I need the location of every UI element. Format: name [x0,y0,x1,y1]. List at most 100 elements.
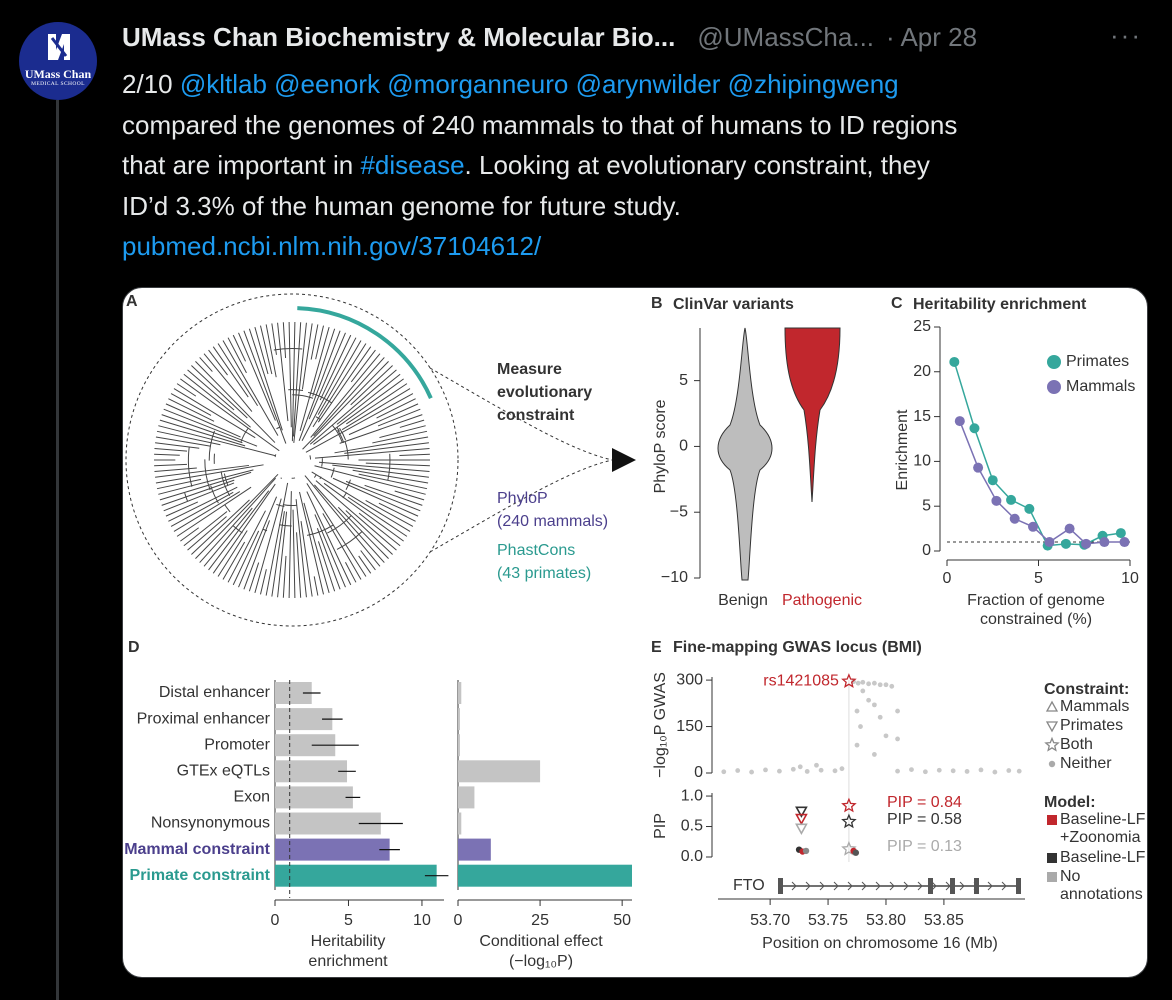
tweet-image[interactable]: A Measure evolutionary constraint PhyloP (240… [122,287,1148,978]
legend-marker [1047,853,1057,863]
author-name[interactable]: UMass Chan Biochemistry & Molecular Bio.… [122,22,676,52]
bar [458,786,475,809]
tree-branch [311,471,411,532]
author-handle[interactable]: @UMassCha... [697,22,875,52]
tree-branch [238,332,276,421]
tree-branch [176,383,197,397]
gwas-point [936,767,942,773]
link[interactable]: @morganneuro [387,69,576,99]
gwas-point [804,769,810,774]
bar [458,838,491,861]
text: . Looking at evolutionary constraint, th… [464,150,930,180]
tree-arc [339,427,347,441]
tree-branch [364,484,423,506]
exon [928,878,933,894]
strand-arrow [987,881,993,891]
avatar-logo [48,34,70,60]
legend-marker [1045,721,1059,733]
tree-branch [310,353,381,438]
row-label: GTEx eQTLs [177,763,270,780]
tree-arc [292,394,314,399]
tree-branch [339,414,423,444]
tree-branch [260,569,267,595]
row-label: Primate constraint [130,867,271,884]
strand-arrow [805,881,811,891]
x-axis-label: Fraction of genome [967,592,1105,609]
tree-branch [158,469,254,495]
avatar[interactable]: UMass Chan MEDICAL SCHOOL [19,22,97,100]
row-label: Nonsynonymous [151,815,270,832]
gwas-point [992,769,998,775]
tree-branch [378,502,416,522]
pip-point [841,813,857,829]
text-line: ID’d 3.3% of the human genome for future… [122,186,957,227]
data-point [1060,538,1071,549]
tree-branch [365,500,414,527]
bar [275,812,381,835]
tree-arc [282,504,297,507]
tree-branch [163,482,235,512]
series-line [959,420,1125,545]
link[interactable]: @zhipingweng [727,69,899,99]
tree-branch [303,502,330,594]
x-axis-label: Position on chromosome 16 (Mb) [762,935,998,952]
link[interactable]: @arynwilder [575,69,728,99]
tree-branch [301,323,313,390]
more-button[interactable]: ··· [1110,20,1142,50]
tree-arc [232,525,243,534]
tree-branch [277,322,289,422]
legend-marker [1047,872,1057,882]
tree-branch [296,532,302,598]
x-tick-label: 53.85 [924,912,964,929]
tree-branch [317,541,336,592]
tree-arc [337,429,345,443]
link[interactable]: @eenork [274,69,388,99]
tree-branch [377,408,421,427]
gwas-point [889,683,895,689]
row-label: Distal enhancer [159,684,271,701]
tree-branch [217,343,258,407]
gwas-point [818,767,824,773]
tree-branch [187,516,227,551]
row-label: Exon [234,789,270,806]
x-tick-label: 53.70 [750,912,790,929]
gene-label: FTO [733,877,765,894]
tree-branch [254,498,282,594]
tree-branch [332,464,429,478]
pip-annotation: PIP = 0.58 [887,811,962,828]
tree-branch [161,479,235,506]
strand-arrow [847,881,853,891]
tree-branch [345,480,421,512]
link[interactable]: @kltlab [179,69,275,99]
x-tick-label: 0 [271,912,280,929]
data-point [969,423,980,434]
x-axis-label: constrained (%) [980,611,1092,628]
tree-branch [176,486,252,537]
tweet-date[interactable]: · Apr 28 [886,22,978,52]
link[interactable]: #disease [360,150,465,180]
link[interactable]: pubmed.ncbi.nlm.nih.gov/37104612/ [122,231,542,261]
gwas-point [858,724,863,729]
x-axis-label: enrichment [308,953,388,970]
bar [275,682,312,704]
x-tick-label: 0 [454,912,463,929]
tree-branch [154,453,180,456]
tree-arc [184,492,189,502]
text: that are important in [122,150,361,180]
gwas-point [854,708,860,714]
legend-title: Model: [1044,794,1096,811]
caption: evolutionary [497,384,592,401]
gwas-point [735,768,741,773]
tree-branch [314,484,385,563]
tree-branch [199,357,213,372]
pip-annotation: PIP = 0.84 [887,794,962,811]
legend-marker [1047,355,1061,369]
tree-arc [344,441,349,460]
strand-arrow [791,881,797,891]
tree-branch [208,349,228,376]
tree-branch [254,326,269,375]
tree-arc [276,426,281,430]
tree-branch [243,330,287,444]
tree-branch [168,398,215,422]
gwas-point [883,733,889,739]
